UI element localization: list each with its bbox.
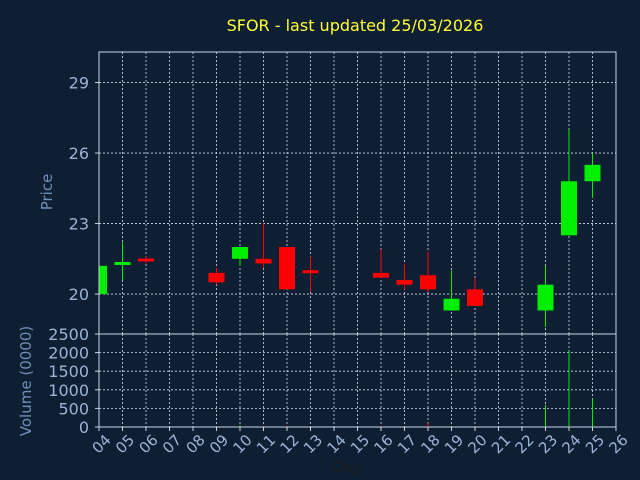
candle-body (443, 298, 460, 311)
chart-title: SFOR - last updated 25/03/2026 (227, 16, 484, 35)
candle-body (232, 247, 248, 259)
volume-axis-label: Volume (0000) (17, 326, 35, 436)
volume-tick-label: 0 (79, 418, 89, 437)
candle-body (561, 181, 577, 236)
candles (98, 129, 601, 327)
candle-body (584, 164, 601, 182)
price-tick-label: 23 (69, 215, 89, 234)
price-axis: 20 23 26 29 (69, 74, 99, 304)
volume-tick-label: 2000 (48, 344, 89, 363)
price-tick-label: 26 (69, 144, 89, 163)
candle-body (467, 289, 483, 306)
candle-body (373, 272, 389, 278)
candle-body (114, 262, 131, 265)
price-tick-label: 29 (69, 74, 89, 93)
volume-tick-label: 500 (58, 399, 89, 418)
candle-body (396, 279, 413, 285)
volume-tick-label: 1500 (48, 362, 89, 381)
candle-body (302, 270, 319, 274)
volume-tick-label: 2500 (48, 325, 89, 344)
price-axis-label: Price (38, 174, 56, 211)
candle-body (537, 284, 554, 311)
volume-tick-label: 1000 (48, 381, 89, 400)
candle-body (255, 258, 272, 264)
candle-body (279, 247, 295, 290)
candle-body (208, 272, 225, 283)
x-axis-label: Day (333, 460, 361, 476)
candle-body (420, 275, 436, 290)
price-tick-label: 20 (69, 285, 89, 304)
candle-body (138, 258, 154, 262)
candle-body (99, 265, 107, 295)
